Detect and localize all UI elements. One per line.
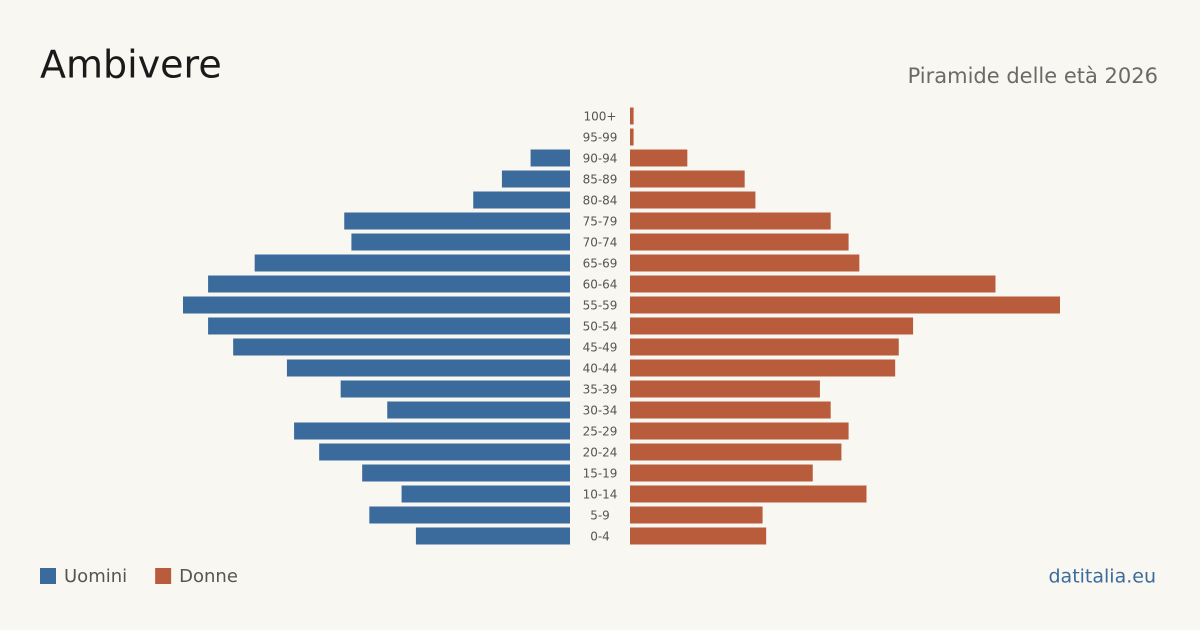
bar — [387, 401, 570, 419]
bar — [294, 422, 570, 440]
age-label: 5-9 — [590, 509, 610, 523]
age-label: 0-4 — [590, 530, 610, 544]
bar — [630, 422, 849, 440]
bar — [401, 485, 570, 503]
bar — [233, 338, 570, 356]
bar — [286, 359, 570, 377]
bar — [630, 254, 860, 272]
bar — [630, 443, 842, 461]
legend-swatch — [40, 568, 56, 584]
age-label: 70-74 — [583, 236, 618, 250]
age-label: 35-39 — [583, 383, 618, 397]
bar — [630, 464, 813, 482]
bar — [340, 380, 570, 398]
age-label: 85-89 — [583, 173, 618, 187]
bar — [630, 338, 899, 356]
bar — [415, 527, 570, 545]
age-label: 95-99 — [583, 131, 618, 145]
age-label: 90-94 — [583, 152, 618, 166]
bar — [630, 191, 756, 209]
bar — [351, 233, 570, 251]
age-label: 25-29 — [583, 425, 618, 439]
age-label: 45-49 — [583, 341, 618, 355]
bar — [362, 464, 570, 482]
bar — [630, 401, 831, 419]
bar — [501, 170, 570, 188]
age-label: 40-44 — [583, 362, 618, 376]
chart-title: Ambivere — [40, 43, 222, 87]
bar — [630, 107, 634, 125]
bar — [630, 212, 831, 230]
age-label: 60-64 — [583, 278, 618, 292]
legend-label: Donne — [179, 566, 238, 587]
bar — [630, 506, 763, 524]
legend-label: Uomini — [64, 566, 127, 587]
bar — [369, 506, 570, 524]
bar — [344, 212, 570, 230]
bar — [183, 296, 570, 314]
age-label: 80-84 — [583, 194, 618, 208]
age-label: 50-54 — [583, 320, 618, 334]
bar — [630, 317, 914, 335]
bar — [630, 149, 688, 167]
age-label: 30-34 — [583, 404, 618, 418]
bar — [630, 527, 767, 545]
bar — [254, 254, 570, 272]
bar — [630, 128, 634, 146]
bar — [208, 275, 571, 293]
bar — [630, 359, 896, 377]
age-label: 15-19 — [583, 467, 618, 481]
age-label: 65-69 — [583, 257, 618, 271]
age-label: 100+ — [584, 110, 617, 124]
age-label: 55-59 — [583, 299, 618, 313]
bar — [630, 296, 1060, 314]
age-label: 20-24 — [583, 446, 618, 460]
chart-subtitle: Piramide delle età 2026 — [908, 64, 1158, 88]
age-label: 10-14 — [583, 488, 618, 502]
bar — [630, 233, 849, 251]
age-label: 75-79 — [583, 215, 618, 229]
bar — [208, 317, 571, 335]
bar — [630, 485, 867, 503]
legend-swatch — [155, 568, 172, 584]
bar — [630, 275, 996, 293]
bar — [319, 443, 570, 461]
bar — [630, 380, 820, 398]
source: datitalia.eu — [1049, 566, 1157, 588]
bar — [473, 191, 570, 209]
bar — [630, 170, 745, 188]
bar — [530, 149, 570, 167]
